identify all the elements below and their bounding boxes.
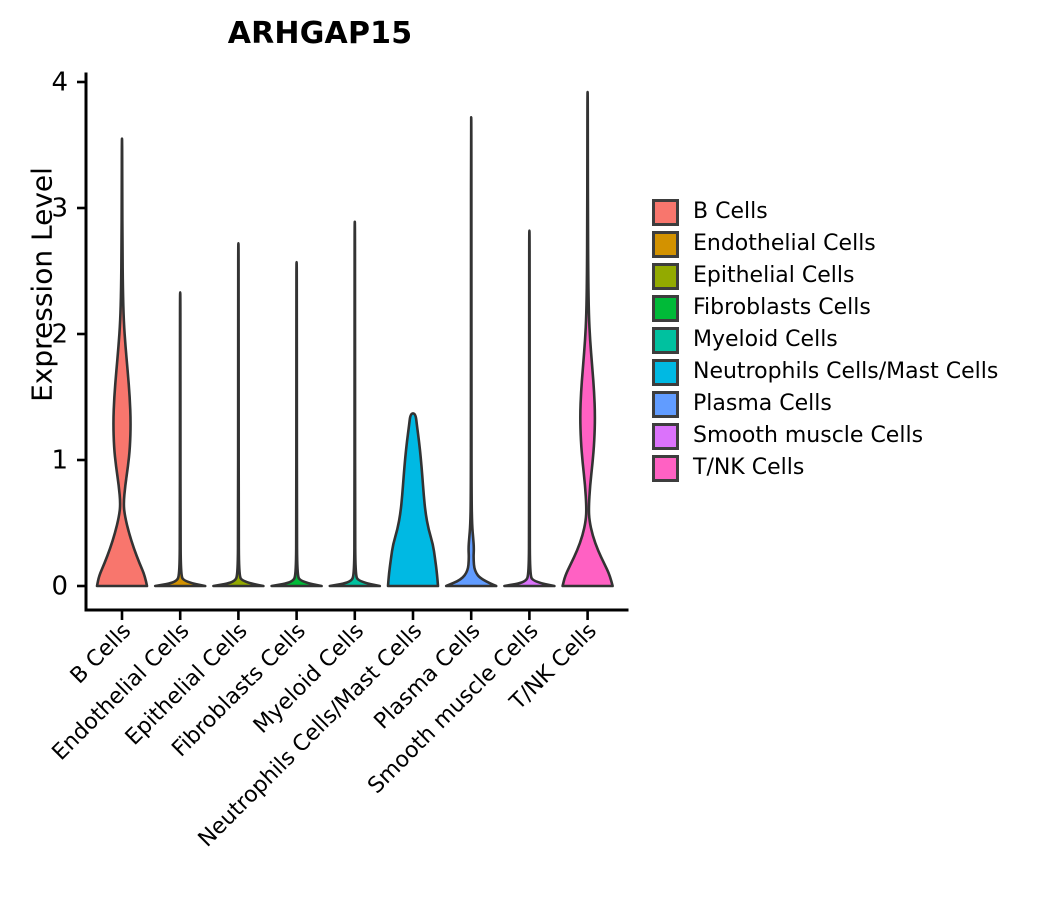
violins-group xyxy=(95,90,614,588)
legend: B Cells Endothelial Cells Epithelial Cells… xyxy=(652,196,1052,484)
legend-swatch-icon xyxy=(652,230,679,258)
legend-item-epithelial-cells[interactable]: Epithelial Cells xyxy=(652,260,1052,292)
violin-neutrophils-cells-mast-cells[interactable] xyxy=(386,412,440,588)
legend-item-label: Neutrophils Cells/Mast Cells xyxy=(693,359,999,384)
legend-swatch-icon xyxy=(652,294,679,322)
y-tick-label: 0 xyxy=(51,572,68,602)
y-tick-label: 3 xyxy=(51,194,68,224)
legend-swatch-icon xyxy=(652,326,679,354)
legend-item-plasma-cells[interactable]: Plasma Cells xyxy=(652,388,1052,420)
legend-item-label: Smooth muscle Cells xyxy=(693,423,924,448)
legend-item-smooth-muscle-cells[interactable]: Smooth muscle Cells xyxy=(652,420,1052,452)
legend-item-label: Endothelial Cells xyxy=(693,231,876,256)
legend-item-myeloid-cells[interactable]: Myeloid Cells xyxy=(652,324,1052,356)
legend-item-label: Plasma Cells xyxy=(693,391,832,416)
legend-item-label: Epithelial Cells xyxy=(693,263,855,288)
legend-swatch-icon xyxy=(652,422,679,450)
violin-plasma-cells[interactable] xyxy=(444,115,498,588)
violin-epithelial-cells[interactable] xyxy=(212,241,265,588)
legend-item-label: Fibroblasts Cells xyxy=(693,295,871,320)
legend-item-neutrophils-cells-mast-cells[interactable]: Neutrophils Cells/Mast Cells xyxy=(652,356,1052,388)
violin-endothelial-cells[interactable] xyxy=(153,291,207,588)
legend-item-endothelial-cells[interactable]: Endothelial Cells xyxy=(652,228,1052,260)
legend-swatch-icon xyxy=(652,262,679,290)
violin-t-nk-cells[interactable] xyxy=(561,90,614,588)
violin-myeloid-cells[interactable] xyxy=(328,220,382,588)
page-title: ARHGAP15 xyxy=(227,16,413,51)
legend-item-b-cells[interactable]: B Cells xyxy=(652,196,1052,228)
y-tick-label: 1 xyxy=(51,446,68,476)
legend-swatch-icon xyxy=(652,198,679,226)
violin-fibroblasts-cells[interactable] xyxy=(270,260,323,588)
legend-item-t-nk-cells[interactable]: T/NK Cells xyxy=(652,452,1052,484)
violin-b-cells[interactable] xyxy=(95,137,149,588)
legend-item-label: B Cells xyxy=(693,199,768,224)
axes-group xyxy=(77,72,629,620)
legend-item-label: T/NK Cells xyxy=(693,455,805,480)
violin-smooth-muscle-cells[interactable] xyxy=(503,229,556,588)
legend-item-fibroblasts-cells[interactable]: Fibroblasts Cells xyxy=(652,292,1052,324)
legend-swatch-icon xyxy=(652,358,679,386)
legend-swatch-icon xyxy=(652,454,679,482)
y-tick-label: 4 xyxy=(51,68,68,98)
y-tick-labels: 0 1 2 3 4 xyxy=(51,68,68,602)
legend-item-label: Myeloid Cells xyxy=(693,327,838,352)
legend-swatch-icon xyxy=(652,390,679,418)
y-tick-label: 2 xyxy=(51,320,68,350)
